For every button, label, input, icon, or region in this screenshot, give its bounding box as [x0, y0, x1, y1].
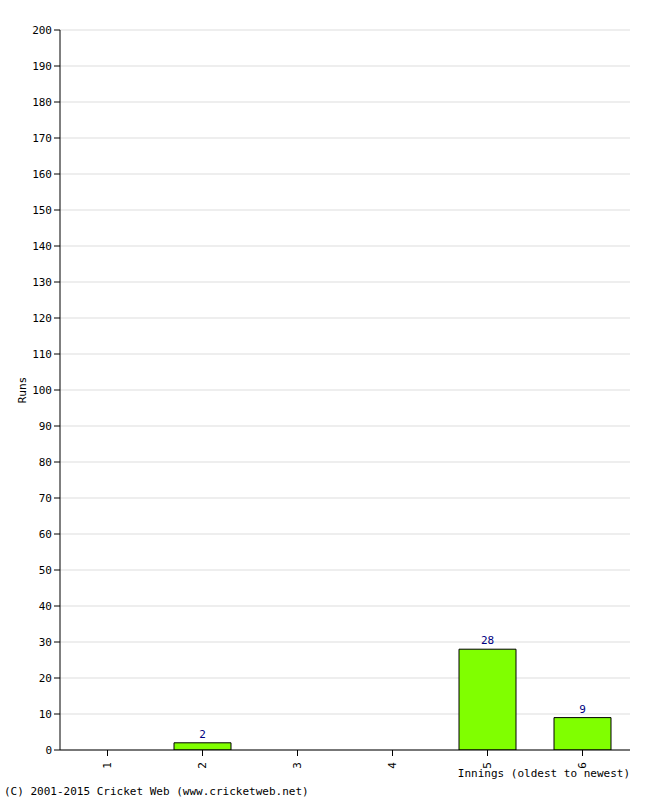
svg-text:40: 40 [39, 600, 52, 613]
svg-text:140: 140 [32, 240, 52, 253]
svg-text:70: 70 [39, 492, 52, 505]
svg-text:130: 130 [32, 276, 52, 289]
svg-text:2: 2 [196, 762, 209, 769]
svg-text:4: 4 [386, 762, 399, 769]
svg-text:3: 3 [291, 762, 304, 769]
svg-text:80: 80 [39, 456, 52, 469]
svg-text:10: 10 [39, 708, 52, 721]
svg-text:50: 50 [39, 564, 52, 577]
svg-text:110: 110 [32, 348, 52, 361]
html-text:Runs: Runs [15, 376, 29, 404]
svg-text:5: 5 [481, 762, 494, 769]
html-text:(C) 2001-2015 Cricket Web (www: (C) 2001-2015 Cricket Web (www.cricketwe… [4, 785, 309, 798]
svg-text:6: 6 [576, 762, 589, 769]
svg-text:100: 100 [32, 384, 52, 397]
svg-text:60: 60 [39, 528, 52, 541]
svg-text:90: 90 [39, 420, 52, 433]
svg-text:180: 180 [32, 96, 52, 109]
svg-text:160: 160 [32, 168, 52, 181]
svg-text:120: 120 [32, 312, 52, 325]
svg-text:9: 9 [579, 703, 586, 716]
svg-text:0: 0 [45, 744, 52, 757]
svg-text:190: 190 [32, 60, 52, 73]
svg-text:200: 200 [32, 24, 52, 37]
html-text:Innings (oldest to newest): Innings (oldest to newest) [457, 767, 630, 780]
svg-text:28: 28 [481, 634, 494, 647]
svg-text:1: 1 [101, 762, 114, 769]
svg-text:30: 30 [39, 636, 52, 649]
svg-text:170: 170 [32, 132, 52, 145]
svg-text:20: 20 [39, 672, 52, 685]
svg-text:150: 150 [32, 204, 52, 217]
svg-text:2: 2 [199, 728, 206, 741]
